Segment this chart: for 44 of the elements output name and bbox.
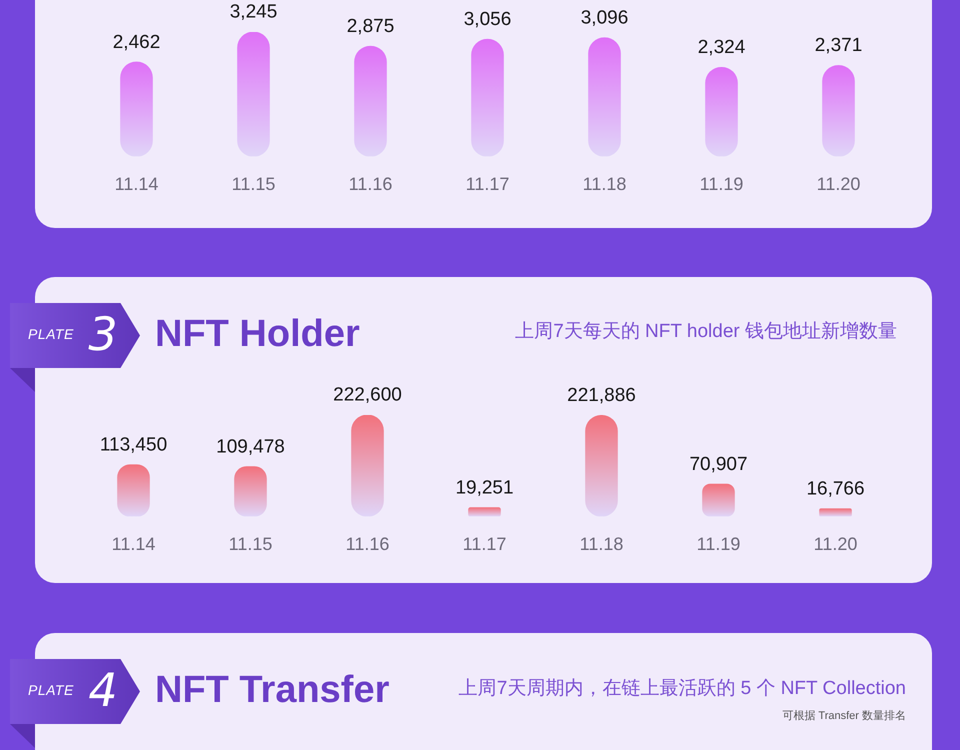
data-label: 109,478: [216, 436, 285, 458]
x-tick-label: 11.14: [114, 174, 158, 194]
bar: [585, 415, 618, 516]
data-label: 2,371: [814, 35, 862, 56]
bar: [702, 484, 735, 516]
x-tick-label: 11.19: [696, 534, 740, 554]
data-label: 3,096: [580, 7, 628, 28]
text: 可根据 Transfer 数量排名: [782, 710, 906, 722]
x-tick-label: 11.14: [112, 534, 156, 554]
chart-subtitle: 上周7天每天的 NFT holder 钱包地址新增数量: [515, 321, 897, 343]
text: 上周7天周期内，在链上最活跃的 5 个 NFT Collection: [458, 678, 906, 700]
bar: [468, 507, 501, 516]
x-tick-label: 11.18: [582, 174, 626, 194]
x-tick-label: 11.15: [228, 534, 272, 554]
data-label: 3,245: [230, 2, 278, 23]
data-label: 222,600: [333, 384, 402, 406]
data-label: 2,875: [346, 16, 394, 37]
data-label: 221,886: [567, 385, 636, 406]
x-tick-label: 11.17: [462, 534, 506, 554]
data-label: 2,324: [698, 37, 746, 58]
bar: [819, 508, 852, 516]
data-label: 19,251: [455, 477, 514, 498]
data-label: 70,907: [689, 454, 748, 475]
bar: [354, 46, 387, 156]
x-tick-label: 11.16: [346, 534, 390, 554]
bar: [471, 38, 504, 156]
text: PLATE 3: [28, 307, 118, 361]
data-label: 2,462: [112, 32, 160, 53]
x-tick-label: 11.16: [348, 174, 392, 194]
x-tick-label: 11.17: [466, 174, 510, 194]
x-tick-label: 11.15: [232, 174, 276, 194]
bar: [351, 415, 384, 516]
data-label: 113,450: [100, 434, 168, 456]
bar: [588, 37, 621, 156]
bar: [237, 32, 270, 156]
data-label: 16,766: [806, 478, 865, 500]
x-tick-label: 11.19: [700, 174, 744, 194]
chart-title: NFT Holder: [155, 313, 360, 355]
x-tick-label: 11.20: [816, 174, 860, 194]
text: PLATE 4: [28, 663, 118, 717]
x-tick-label: 11.18: [580, 534, 624, 554]
data-label: 3,056: [464, 8, 512, 30]
x-tick-label: 11.20: [814, 534, 858, 554]
text: NFT Transfer: [155, 669, 390, 711]
